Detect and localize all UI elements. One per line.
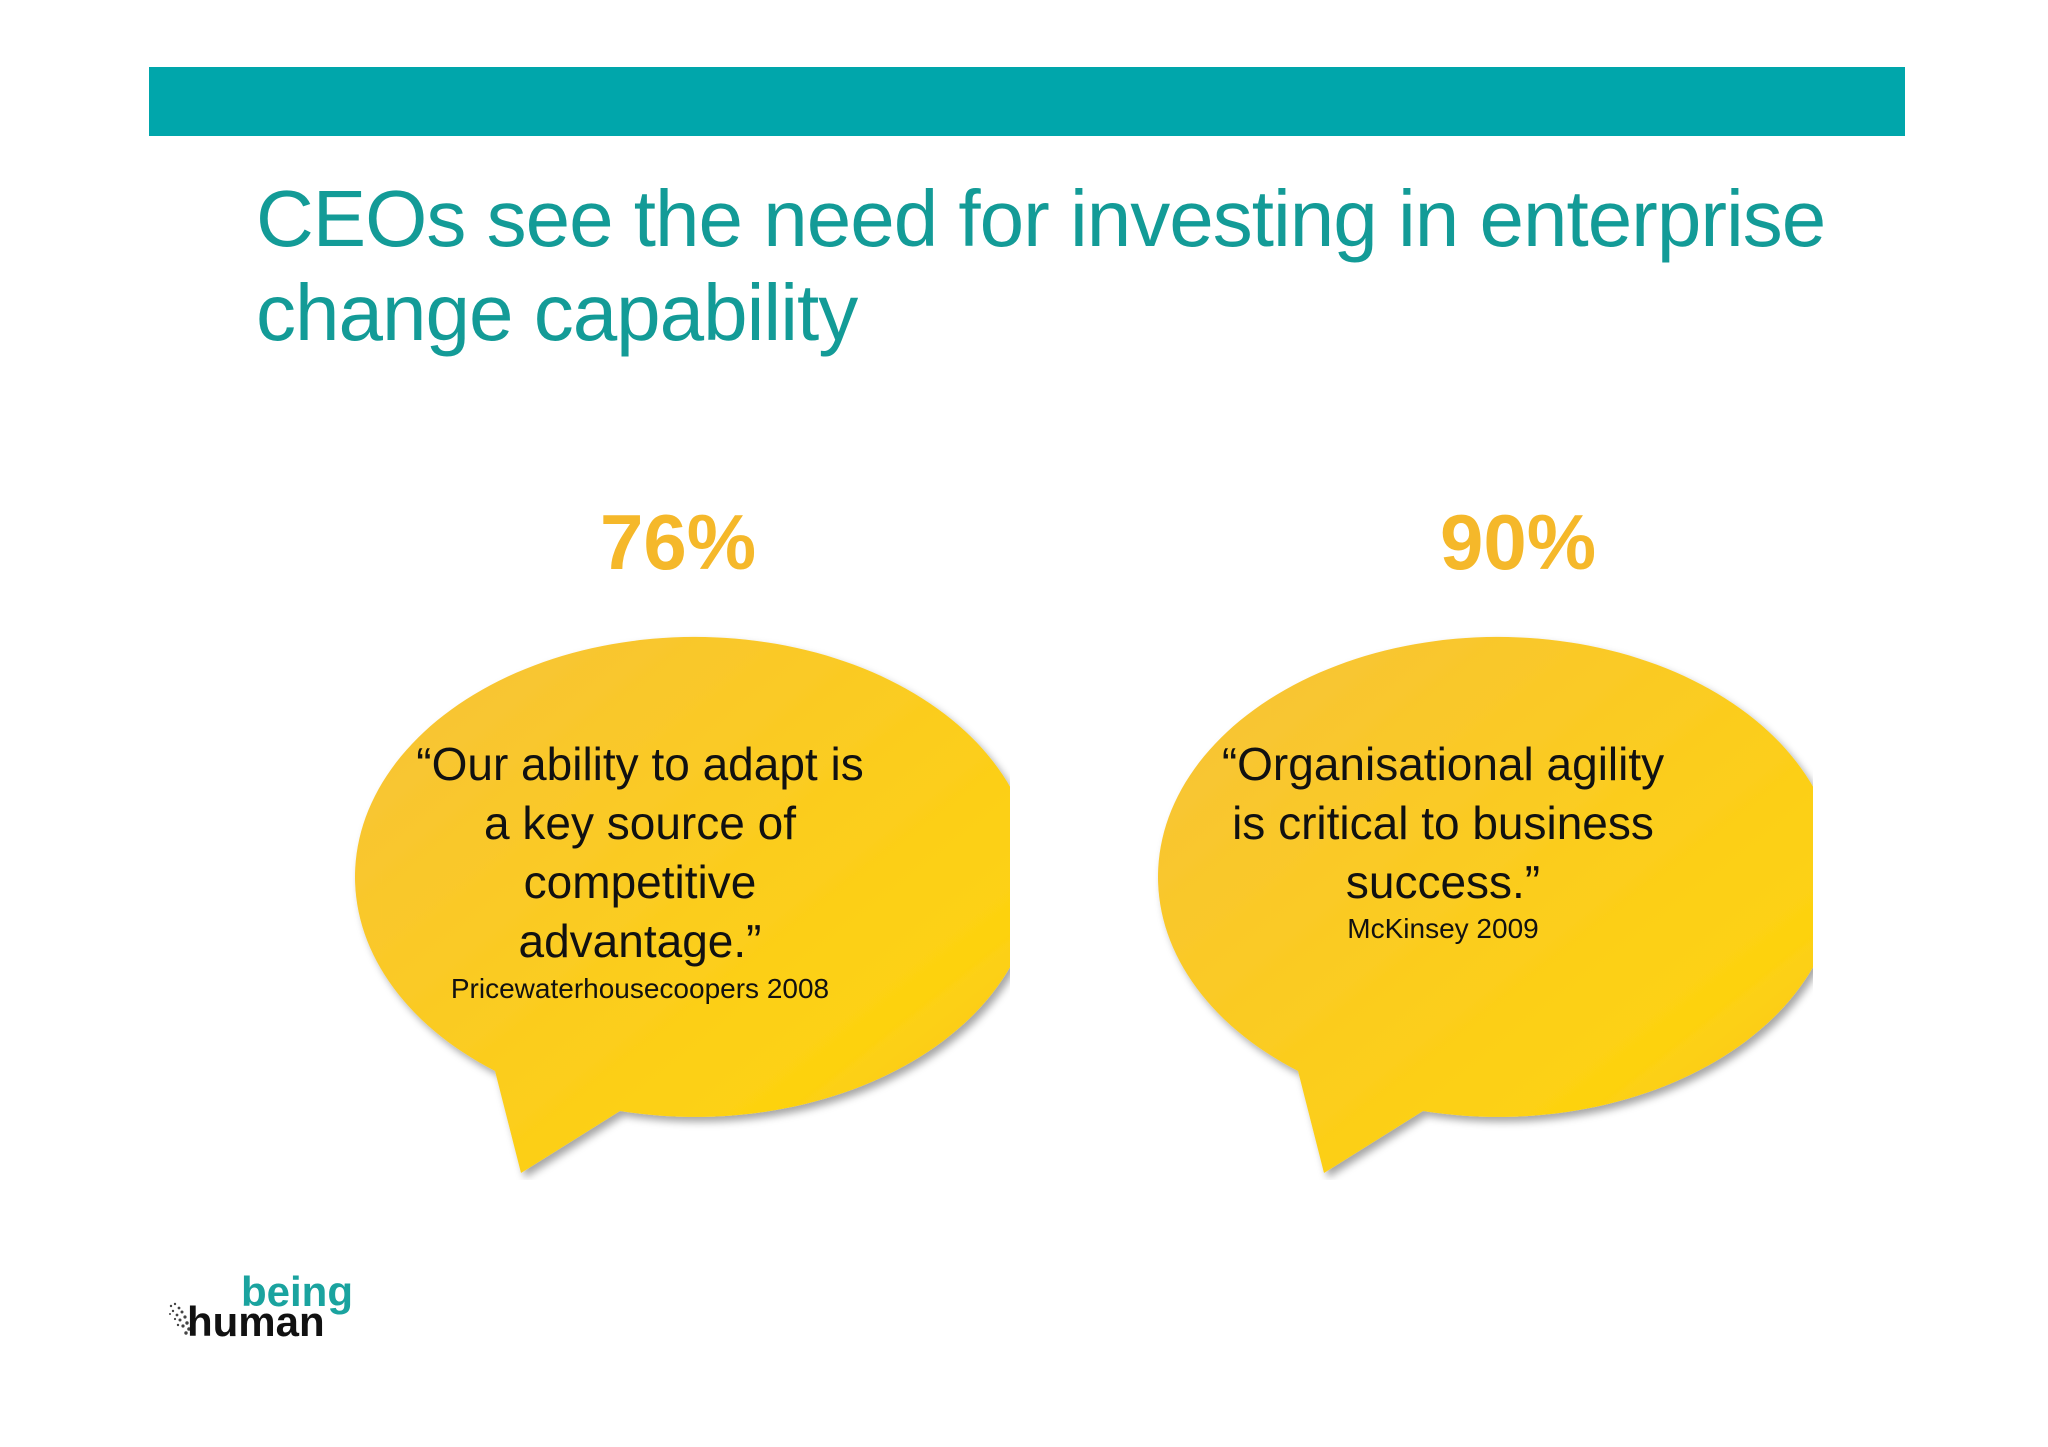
logo-dots-icon (169, 1302, 191, 1335)
slide-title: CEOs see the need for investing in enter… (256, 172, 1856, 360)
header-bar (149, 67, 1905, 136)
speech-bubble-shape-icon (354, 636, 1010, 1173)
speech-bubble-shape-icon (1157, 636, 1813, 1173)
speech-bubble-right: “Organisational agility is critical to b… (1113, 620, 1813, 1180)
quote-line: “Organisational agility (1221, 738, 1665, 790)
quote-line: advantage.” (518, 915, 762, 967)
speech-bubble-left: “Our ability to adapt is a key source of… (310, 620, 1010, 1180)
logo-word-human: human (187, 1298, 325, 1345)
quote-left: “Our ability to adapt is a key source of… (370, 735, 910, 971)
quote-line: a key source of (484, 797, 796, 849)
title-line-1: CEOs see the need for investing in enter… (256, 174, 1826, 263)
logo-word-being: being (241, 1268, 353, 1315)
stat-right: 90% (1439, 498, 1597, 586)
stat-left: 76% (599, 498, 757, 586)
quote-line: is critical to business (1232, 797, 1654, 849)
title-line-2: change capability (256, 268, 858, 357)
being-human-logo: being human (167, 1270, 387, 1350)
quote-line: competitive (523, 856, 757, 908)
source-left: Pricewaterhousecoopers 2008 (450, 973, 830, 1004)
quote-right: “Organisational agility is critical to b… (1173, 735, 1713, 912)
source-right: McKinsey 2009 (1347, 913, 1539, 944)
quote-line: success.” (1345, 856, 1541, 908)
quote-line: “Our ability to adapt is (416, 738, 864, 790)
